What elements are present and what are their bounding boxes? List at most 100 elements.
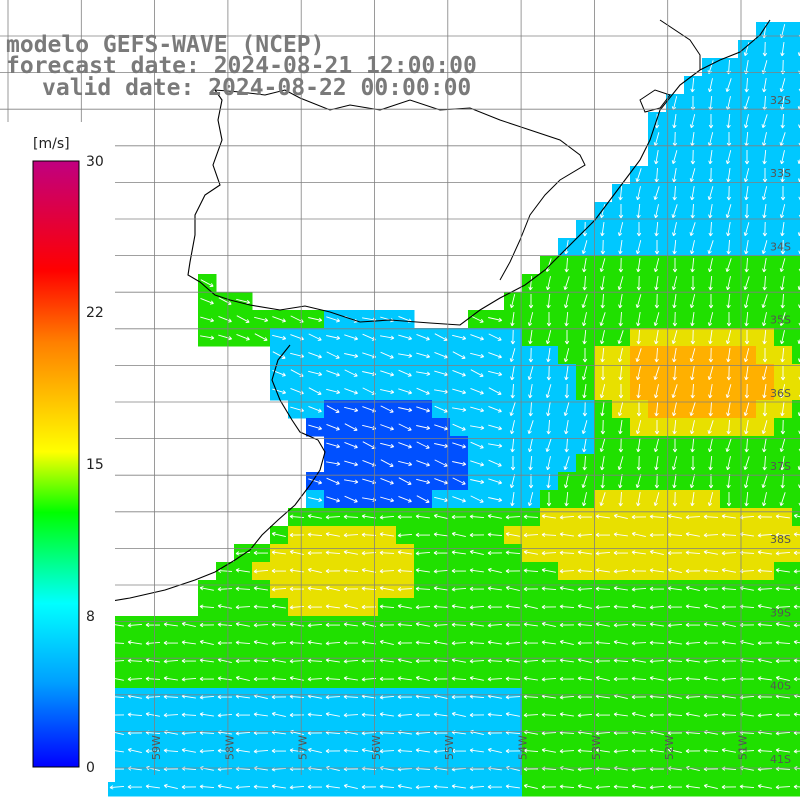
- wind-arrow: [726, 419, 731, 435]
- wind-cell: [792, 202, 800, 221]
- wind-arrow: [487, 567, 502, 574]
- wind-arrow: [528, 330, 533, 345]
- wind-arrow: [649, 659, 665, 664]
- wind-arrow: [581, 474, 588, 489]
- wind-arrow: [470, 495, 484, 503]
- wind-arrow: [636, 222, 642, 237]
- wind-arrow: [721, 551, 737, 556]
- wind-arrow: [380, 477, 394, 485]
- wind-arrow: [685, 585, 700, 592]
- wind-arrow: [488, 387, 502, 395]
- wind-arrow: [545, 438, 552, 453]
- wind-arrow: [667, 514, 682, 519]
- wind-arrow: [618, 420, 623, 435]
- wind-arrow: [451, 748, 467, 754]
- wind-arrow: [613, 749, 629, 754]
- wind-arrow: [325, 658, 340, 663]
- wind-arrow: [636, 329, 641, 345]
- wind-arrow: [343, 586, 359, 592]
- wind-arrow: [343, 622, 358, 627]
- wind-arrow: [559, 784, 575, 789]
- wind-arrow: [253, 712, 268, 717]
- wind-arrow: [415, 622, 430, 627]
- wind-arrow: [564, 491, 569, 507]
- wind-arrow: [743, 402, 750, 417]
- wind-arrow: [581, 492, 587, 507]
- wind-arrow: [649, 640, 665, 645]
- wind-arrow: [235, 675, 250, 682]
- wind-arrow: [600, 402, 605, 417]
- wind-arrow: [541, 712, 557, 717]
- wind-arrow: [451, 676, 467, 681]
- wind-arrow: [599, 438, 606, 453]
- wind-arrow: [397, 514, 413, 520]
- wind-arrow: [361, 640, 376, 645]
- wind-arrow: [487, 677, 503, 682]
- wind-arrow: [308, 424, 323, 431]
- wind-arrow: [379, 749, 395, 754]
- wind-arrow: [469, 659, 485, 664]
- wind-arrow: [433, 658, 449, 663]
- wind-arrow: [744, 257, 749, 273]
- wind-arrow: [793, 550, 800, 556]
- wind-arrow: [469, 676, 484, 681]
- wind-arrow: [649, 549, 664, 556]
- lon-label: 59W: [150, 735, 163, 760]
- wind-arrow: [581, 420, 588, 435]
- wind-arrow: [779, 330, 785, 345]
- wind-arrow: [415, 748, 430, 753]
- wind-arrow: [667, 623, 683, 628]
- wind-arrow: [361, 658, 377, 664]
- wind-arrow: [344, 369, 358, 377]
- wind-arrow: [653, 384, 659, 399]
- wind-arrow: [761, 474, 768, 489]
- wind-arrow: [307, 514, 322, 519]
- wind-cell: [792, 184, 800, 203]
- wind-arrow: [415, 532, 431, 538]
- wind-arrow: [582, 455, 587, 471]
- wind-arrow: [617, 222, 624, 237]
- wind-arrow: [163, 783, 178, 790]
- wind-arrow: [109, 785, 125, 790]
- wind-arrow: [762, 384, 767, 399]
- wind-arrow: [775, 748, 790, 753]
- wind-arrow: [488, 478, 503, 485]
- wind-arrow: [667, 567, 682, 574]
- wind-arrow: [416, 460, 430, 467]
- wind-arrow: [726, 168, 731, 183]
- wind-arrow: [582, 221, 588, 237]
- wind-arrow: [762, 221, 768, 237]
- wind-arrow: [488, 333, 502, 341]
- wind-arrow: [254, 316, 269, 323]
- wind-arrow: [757, 514, 773, 520]
- wind-arrow: [545, 330, 552, 345]
- wind-arrow: [595, 514, 610, 519]
- wind-arrow: [775, 586, 791, 591]
- wind-arrow: [690, 437, 695, 453]
- wind-arrow: [744, 383, 750, 399]
- wind-arrow: [564, 330, 570, 345]
- wind-arrow: [631, 550, 646, 555]
- wind-arrow: [653, 366, 660, 381]
- colorbar-scale: [32, 160, 80, 768]
- wind-arrow: [487, 604, 503, 610]
- wind-arrow: [344, 495, 358, 503]
- wind-arrow: [743, 294, 749, 309]
- wind-arrow: [398, 407, 413, 413]
- wind-arrow: [361, 712, 377, 717]
- wind-arrow: [618, 294, 623, 309]
- wind-arrow: [685, 658, 700, 663]
- wind-arrow: [217, 622, 233, 627]
- colorbar-tick-22: 22: [86, 305, 104, 321]
- wind-arrow: [487, 784, 503, 790]
- wind-arrow: [541, 784, 557, 790]
- wind-cell: [792, 598, 800, 617]
- wind-arrow: [762, 275, 767, 291]
- wind-arrow: [631, 514, 647, 520]
- wind-arrow: [744, 77, 749, 93]
- wind-arrow: [416, 495, 430, 503]
- wind-arrow: [452, 351, 466, 359]
- wind-arrow: [654, 150, 659, 165]
- wind-arrow: [344, 353, 359, 359]
- wind-arrow: [595, 731, 611, 736]
